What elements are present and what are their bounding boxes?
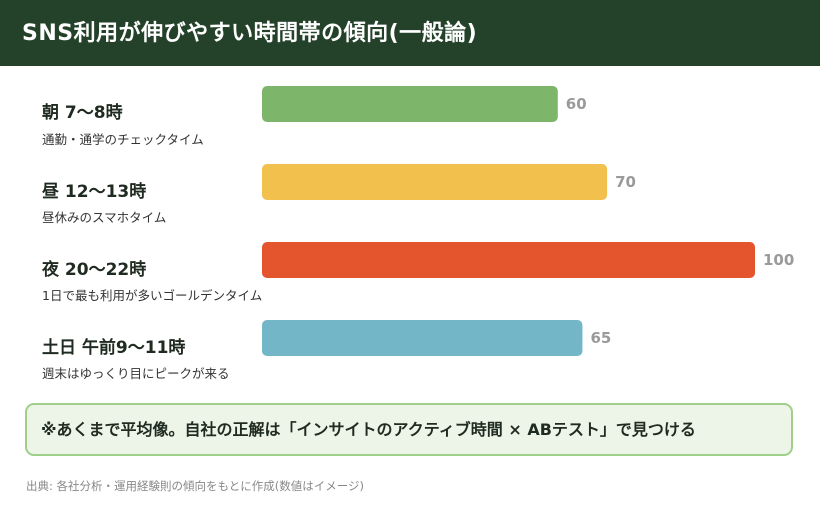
- bar-weekend: [262, 320, 582, 356]
- value-label-morning: 60: [566, 95, 587, 113]
- source-note: 出典: 各社分析・運用経験則の傾向をもとに作成(数値はイメージ): [26, 478, 364, 494]
- value-label-weekend: 65: [590, 329, 611, 347]
- note-text: ※あくまで平均像。自社の正解は「インサイトのアクティブ時間 × ABテスト」で見…: [41, 405, 696, 454]
- value-label-noon: 70: [615, 173, 636, 191]
- bar-chart: 60 70 100 65: [0, 0, 820, 400]
- value-label-night: 100: [763, 251, 794, 269]
- bar-noon: [262, 164, 607, 200]
- note-box: ※あくまで平均像。自社の正解は「インサイトのアクティブ時間 × ABテスト」で見…: [25, 403, 793, 456]
- bar-morning: [262, 86, 558, 122]
- bar-night: [262, 242, 755, 278]
